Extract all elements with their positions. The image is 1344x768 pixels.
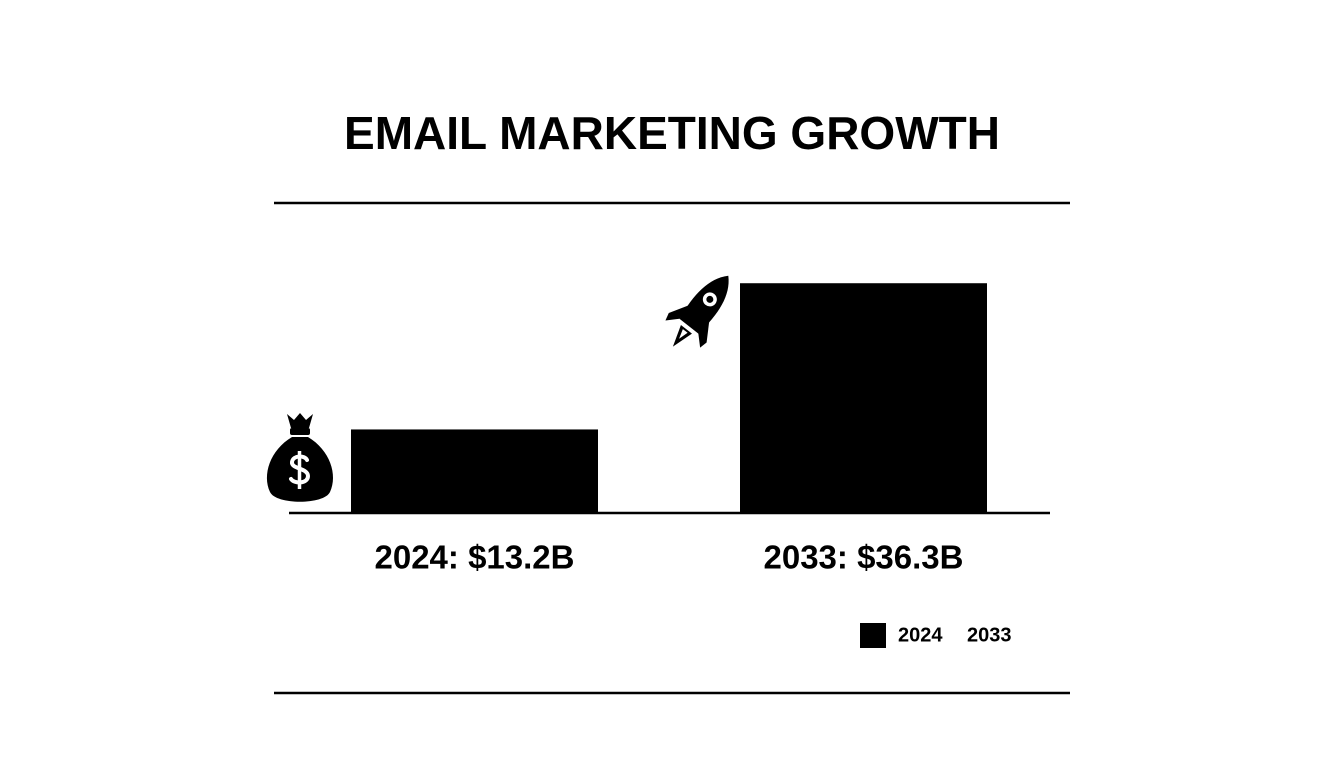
legend-label: 2024 xyxy=(898,624,943,646)
value-label: 2033: $36.3B xyxy=(764,539,964,576)
bar xyxy=(740,283,987,513)
legend-swatch xyxy=(860,623,886,648)
chart-title: EMAIL MARKETING GROWTH xyxy=(344,107,1000,159)
bar xyxy=(351,429,598,513)
legend-label: 2033 xyxy=(967,624,1012,646)
rocket-icon xyxy=(665,275,729,348)
value-label: 2024: $13.2B xyxy=(375,539,575,576)
money-bag-icon xyxy=(266,413,334,502)
